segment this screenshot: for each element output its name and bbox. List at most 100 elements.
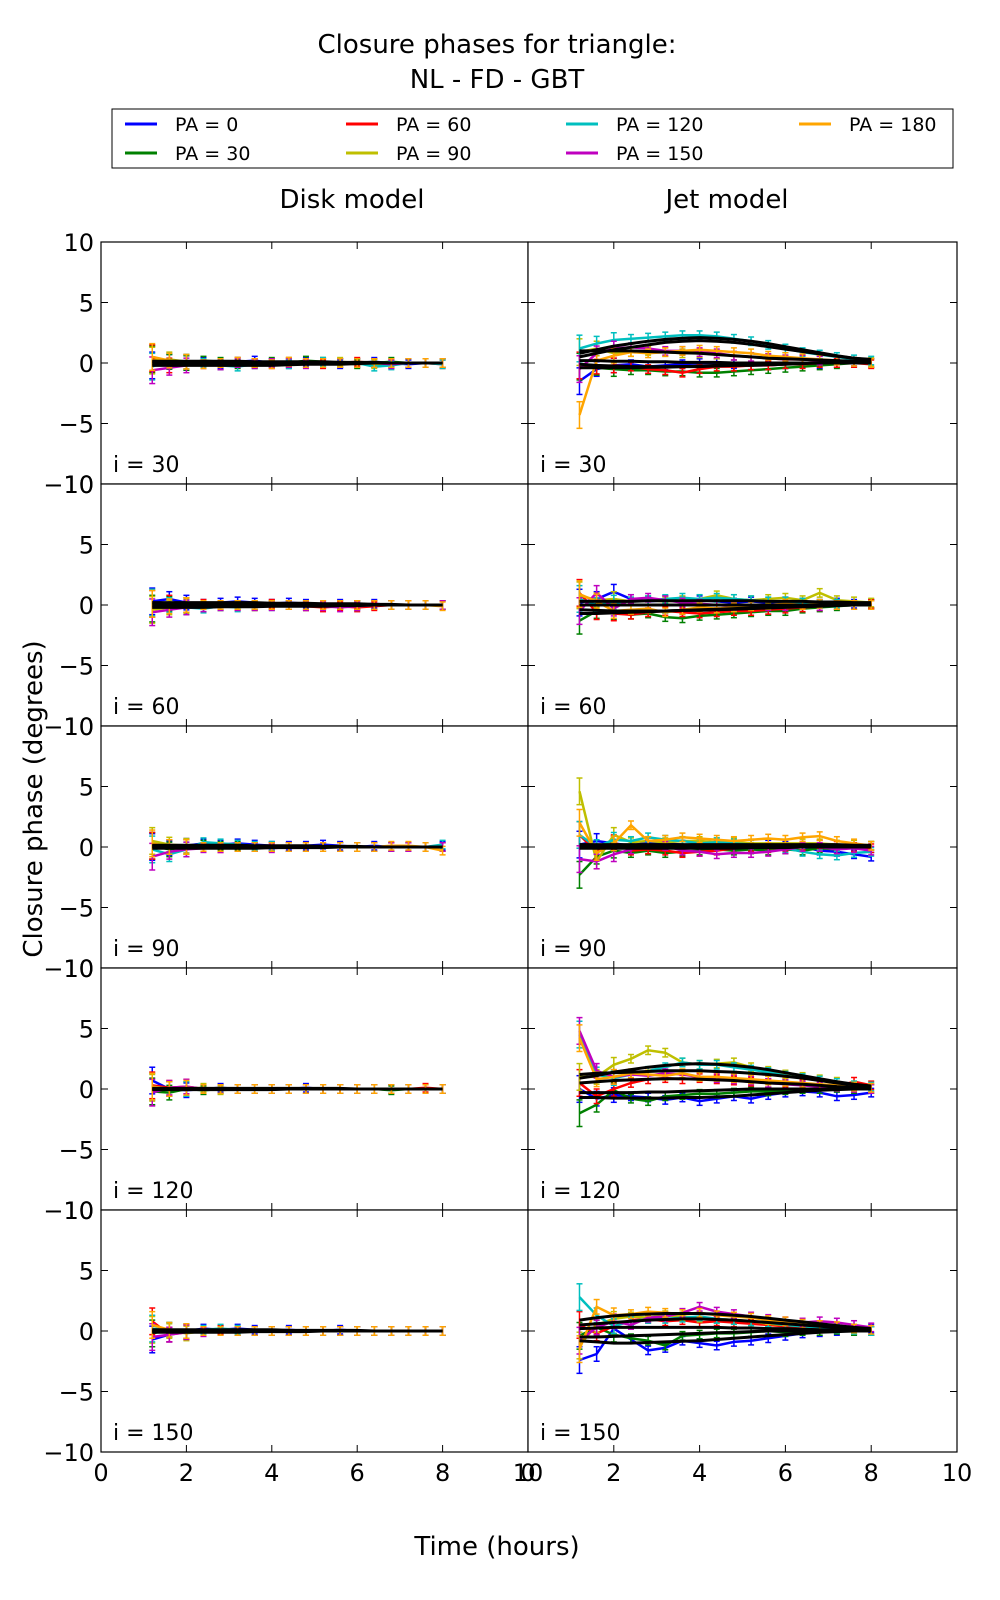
panel-inclination-label: i = 90 [113,937,180,962]
legend-entry: PA = 90 [346,143,471,165]
panel-inclination-label: i = 150 [540,1421,621,1446]
y-tick-label: −10 [43,471,94,499]
panel: −10 −5 0 5 10 i = 90 [43,713,529,983]
y-tick-label: 5 [79,532,94,560]
legend-entry: PA = 120 [566,114,704,136]
legend-entry: PA = 60 [346,114,471,136]
panel-inclination-label: i = 60 [113,695,180,720]
y-axis-label: Closure phase (degrees) [19,640,49,957]
y-tick-label: −10 [43,1197,94,1225]
model-curve [579,359,872,365]
panel: 0 2 4 6 8 10 i = 150 [520,1209,973,1487]
legend-label: PA = 0 [175,114,238,136]
x-tick-label: 4 [264,1459,279,1487]
model-curve [152,359,443,365]
legend-entry: PA = 0 [125,114,238,136]
legend-entry: PA = 150 [566,143,704,165]
model-curve [579,349,872,364]
panel: i = 30 [527,241,958,485]
panel: i = 90 [527,725,958,969]
legend-label: PA = 30 [175,143,250,165]
x-tick-label: 4 [692,1459,707,1487]
panel-inclination-label: i = 30 [113,453,180,478]
y-tick-label: 10 [63,229,94,257]
y-tick-label: −10 [43,955,94,983]
y-tick-label: 10 [63,1197,94,1225]
model-curve [579,1077,872,1090]
series-line [578,822,872,855]
y-tick-label: −10 [43,713,94,741]
panel-inclination-label: i = 90 [540,937,607,962]
model-curve [152,1087,443,1092]
panel: −10 −5 0 5 10 i = 60 [43,471,529,741]
model-curve [579,1062,872,1088]
y-tick-label: −10 [43,1439,94,1467]
y-tick-label: 10 [63,955,94,983]
y-tick-label: 0 [79,1318,94,1346]
x-tick-label: 8 [864,1459,879,1487]
legend-box [111,108,954,169]
panel-grid: −10 −5 0 5 10 i = 30 i = 30 −10 −5 0 5 10 i = 60 i = … [43,229,972,1487]
figure-title-line-1: Closure phases for triangle: [318,30,677,60]
x-axis-label: Time (hours) [413,1532,579,1562]
y-tick-label: 0 [79,350,94,378]
model-curve [579,1087,872,1100]
legend-label: PA = 90 [396,143,471,165]
y-tick-label: −5 [59,1379,94,1407]
model-curve [579,1069,872,1089]
figure-title-line-2: NL - FD - GBT [410,65,585,95]
x-tick-label: 10 [513,1459,544,1487]
y-tick-label: 0 [79,1076,94,1104]
legend-entry: PA = 30 [125,143,250,165]
legend: PA = 0 PA = 30 PA = 60 PA = 90 PA = 120 PA = … [111,108,954,169]
y-tick-label: 5 [79,1258,94,1286]
model-curve [579,1317,872,1332]
legend-label: PA = 60 [396,114,471,136]
panel: i = 60 [527,483,958,727]
x-tick-label: 0 [93,1459,108,1487]
y-tick-label: −5 [59,411,94,439]
panel-inclination-label: i = 120 [540,1179,621,1204]
panel: −10 −5 0 5 10 i = 120 [43,955,529,1225]
model-curve [579,843,872,847]
panel-inclination-label: i = 60 [540,695,607,720]
y-tick-label: 5 [79,290,94,318]
legend-label: PA = 120 [616,114,704,136]
x-tick-label: 8 [435,1459,450,1487]
column-title-jet: Jet model [663,185,788,215]
x-tick-label: 10 [942,1459,973,1487]
y-tick-label: 10 [63,471,94,499]
y-tick-label: −5 [59,653,94,681]
legend-entry: PA = 180 [799,114,937,136]
panel: i = 120 [527,967,958,1211]
y-tick-label: 10 [63,713,94,741]
panel-inclination-label: i = 120 [113,1179,194,1204]
model-curve [579,1312,872,1331]
x-tick-label: 2 [179,1459,194,1487]
series-line [578,1305,872,1342]
series-line [578,833,872,857]
y-tick-label: −5 [59,895,94,923]
y-tick-label: 0 [79,834,94,862]
x-tick-label: 6 [778,1459,793,1487]
legend-label: PA = 180 [849,114,937,136]
panel: −10 −5 0 5 10 i = 30 [43,229,529,499]
x-tick-label: 6 [350,1459,365,1487]
model-curve [579,599,872,605]
legend-label: PA = 150 [616,143,704,165]
x-tick-label: 0 [520,1459,535,1487]
panel-inclination-label: i = 30 [540,453,607,478]
y-tick-label: 5 [79,774,94,802]
panel-inclination-label: i = 150 [113,1421,194,1446]
column-title-disk: Disk model [279,185,424,215]
x-tick-label: 2 [606,1459,621,1487]
y-tick-label: 5 [79,1016,94,1044]
model-curve [579,339,872,361]
y-tick-label: −5 [59,1137,94,1165]
model-curve [579,1329,872,1345]
y-tick-label: 0 [79,592,94,620]
model-curve [152,843,443,849]
model-curve [152,1329,443,1334]
